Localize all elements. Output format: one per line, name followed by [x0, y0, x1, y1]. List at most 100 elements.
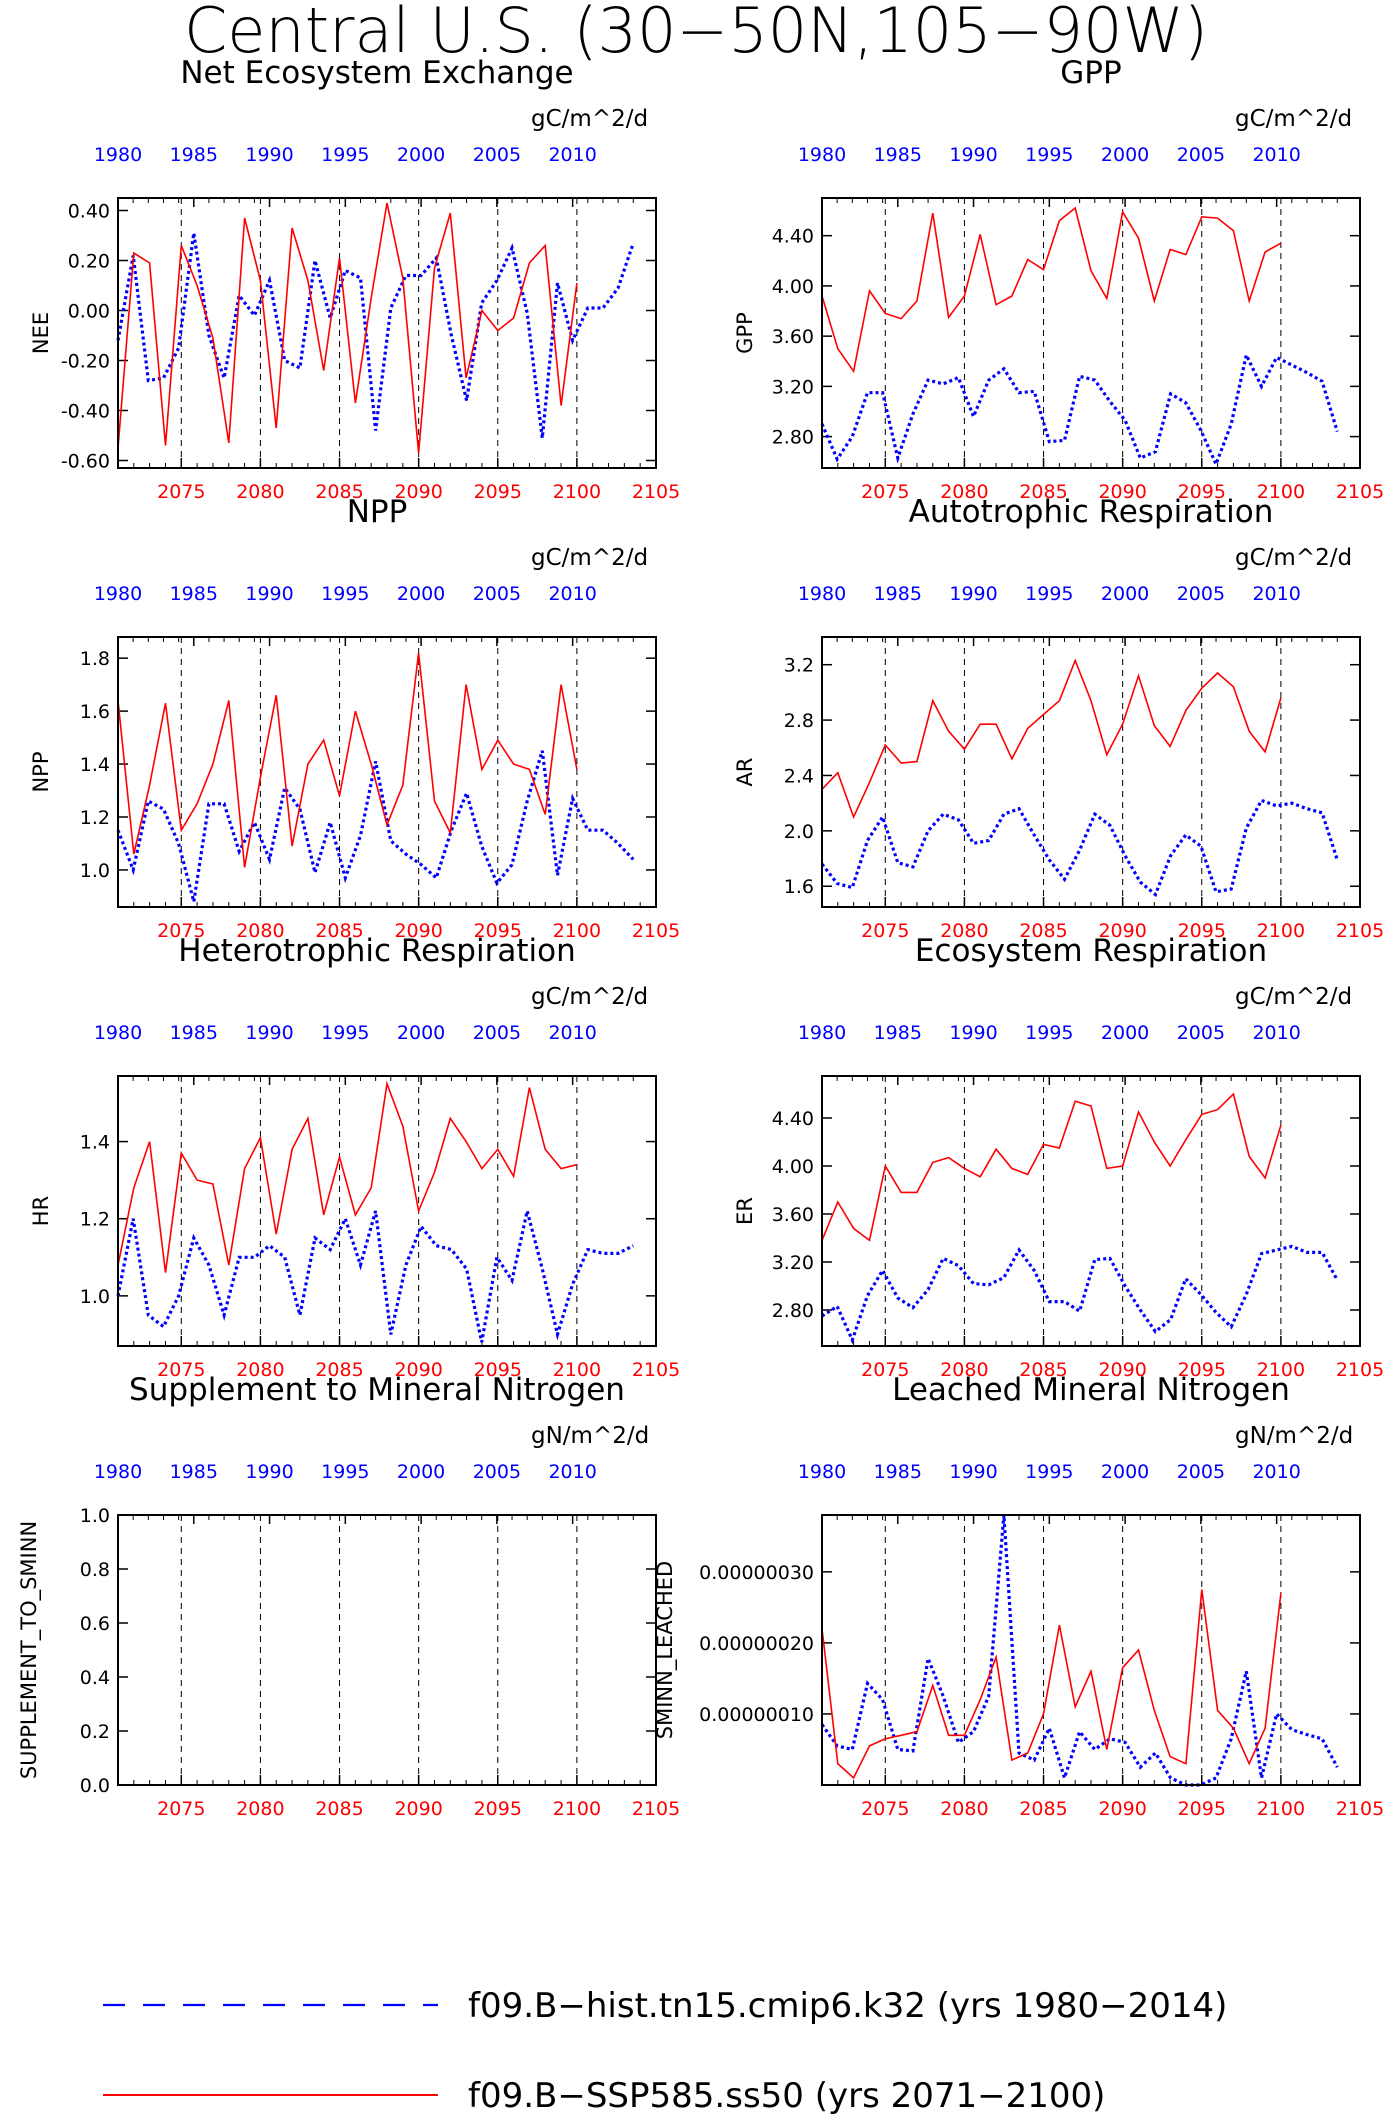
top-tick-label: 1985	[874, 1461, 922, 1483]
top-tick-label: 2010	[1252, 1461, 1300, 1483]
panel-title: Ecosystem Respiration	[915, 933, 1267, 969]
bottom-tick-label: 2085	[1019, 1798, 1067, 1820]
y-tick-label: 3.60	[772, 326, 814, 348]
bottom-tick-label: 2100	[553, 920, 601, 942]
top-tick-label: 2005	[1177, 583, 1225, 605]
top-tick-label: 1995	[1025, 144, 1073, 166]
panels-group: Net Ecosystem Exchange gC/m^2/d 2075 2080 20…	[17, 55, 1384, 1820]
top-tick-label: 1980	[798, 144, 846, 166]
bottom-tick-label: 2090	[1098, 1798, 1146, 1820]
y-tick-label: 0.4	[80, 1667, 110, 1689]
bottom-tick-label: 2075	[861, 481, 909, 503]
units-label: gC/m^2/d	[1235, 106, 1352, 132]
bottom-tick-label: 2100	[553, 1359, 601, 1381]
panel-8: Leached Mineral Nitrogen gN/m^2/d 2075 2080…	[653, 1372, 1384, 1820]
y-tick-label: 1.6	[784, 876, 814, 898]
panel-1: Net Ecosystem Exchange gC/m^2/d 2075 2080 20…	[29, 55, 680, 503]
bottom-tick-label: 2095	[474, 1798, 522, 1820]
y-tick-label: 2.8	[784, 710, 814, 732]
series-ssp-line	[821, 658, 1282, 820]
bottom-tick-label: 2075	[157, 920, 205, 942]
bottom-tick-label: 2075	[861, 920, 909, 942]
bottom-tick-label: 2095	[474, 481, 522, 503]
plot-frame	[821, 197, 1361, 469]
y-tick-label: 0.2	[80, 1721, 110, 1743]
top-tick-label: 2010	[1252, 583, 1300, 605]
bottom-tick-label: 2080	[236, 1798, 284, 1820]
y-axis-label: NEE	[29, 312, 53, 354]
bottom-tick-label: 2090	[1098, 1359, 1146, 1381]
bottom-tick-label: 2075	[157, 1359, 205, 1381]
top-tick-label: 2000	[397, 144, 445, 166]
bottom-tick-label: 2085	[1019, 1359, 1067, 1381]
panel-title: Supplement to Mineral Nitrogen	[129, 1372, 625, 1408]
y-tick-label: 0.20	[68, 251, 110, 273]
top-tick-label: 1985	[170, 1461, 218, 1483]
plot-frame	[821, 636, 1361, 908]
top-tick-label: 1985	[170, 1022, 218, 1044]
series-hist-line	[820, 350, 1339, 469]
series-hist-line	[820, 1514, 1339, 1787]
y-axis-label: ER	[733, 1197, 757, 1225]
bottom-tick-label: 2100	[553, 1798, 601, 1820]
y-tick-label: 4.40	[772, 226, 814, 248]
bottom-tick-label: 2105	[1336, 481, 1384, 503]
y-tick-label: 1.8	[80, 648, 110, 670]
y-tick-label: 4.00	[772, 1156, 814, 1178]
y-tick-label: 0.0	[80, 1775, 110, 1797]
series-ssp-line	[821, 1092, 1282, 1242]
top-tick-label: 2000	[397, 1022, 445, 1044]
bottom-tick-label: 2100	[1257, 920, 1305, 942]
panel-title: Heterotrophic Respiration	[178, 933, 575, 969]
legend: f09.B−hist.tn15.cmip6.k32 (yrs 1980−2014…	[103, 1986, 1227, 2116]
bottom-tick-label: 2095	[1178, 1359, 1226, 1381]
y-axis-label: GPP	[733, 312, 757, 354]
y-tick-label: 2.80	[772, 1300, 814, 1322]
top-tick-label: 1980	[798, 1461, 846, 1483]
series-hist-line	[821, 1244, 1339, 1345]
top-tick-label: 2000	[397, 1461, 445, 1483]
plot-frame	[821, 1075, 1361, 1347]
top-tick-label: 1990	[949, 144, 997, 166]
bottom-tick-label: 2090	[394, 920, 442, 942]
bottom-tick-label: 2080	[236, 920, 284, 942]
top-tick-label: 2010	[548, 144, 596, 166]
bottom-tick-label: 2080	[940, 1798, 988, 1820]
top-tick-label: 2010	[1252, 144, 1300, 166]
y-tick-label: 1.2	[80, 807, 110, 829]
top-tick-label: 2000	[397, 583, 445, 605]
series-ssp-line	[117, 652, 578, 868]
top-tick-label: 2010	[548, 583, 596, 605]
y-tick-label: 0.8	[80, 1559, 110, 1581]
top-tick-label: 1990	[245, 583, 293, 605]
series-ssp-line	[821, 1589, 1282, 1780]
top-tick-label: 1995	[321, 144, 369, 166]
plot-frame	[821, 1514, 1361, 1786]
y-axis-label: SMINN_LEACHED	[653, 1561, 678, 1739]
top-tick-label: 1985	[874, 1022, 922, 1044]
y-tick-label: 3.2	[784, 655, 814, 677]
units-label: gC/m^2/d	[531, 545, 648, 571]
top-tick-label: 1995	[1025, 1022, 1073, 1044]
y-tick-label: 1.4	[80, 1132, 110, 1154]
top-tick-label: 1985	[874, 583, 922, 605]
y-tick-label: 1.6	[80, 701, 110, 723]
legend-hist-label: f09.B−hist.tn15.cmip6.k32 (yrs 1980−2014…	[468, 1986, 1227, 2026]
top-tick-label: 2000	[1101, 583, 1149, 605]
top-tick-label: 2005	[473, 144, 521, 166]
bottom-tick-label: 2085	[1019, 920, 1067, 942]
panel-title: GPP	[1060, 55, 1121, 91]
plot-frame	[117, 197, 657, 469]
bottom-tick-label: 2105	[632, 920, 680, 942]
bottom-tick-label: 2105	[632, 1798, 680, 1820]
units-label: gC/m^2/d	[531, 984, 648, 1010]
bottom-tick-label: 2090	[1098, 481, 1146, 503]
top-tick-label: 1985	[874, 144, 922, 166]
bottom-tick-label: 2095	[474, 920, 522, 942]
units-label: gC/m^2/d	[531, 106, 648, 132]
y-tick-label: 2.4	[784, 765, 814, 787]
bottom-tick-label: 2080	[940, 481, 988, 503]
top-tick-label: 1980	[94, 1022, 142, 1044]
y-tick-label: 0.00000030	[699, 1562, 814, 1584]
